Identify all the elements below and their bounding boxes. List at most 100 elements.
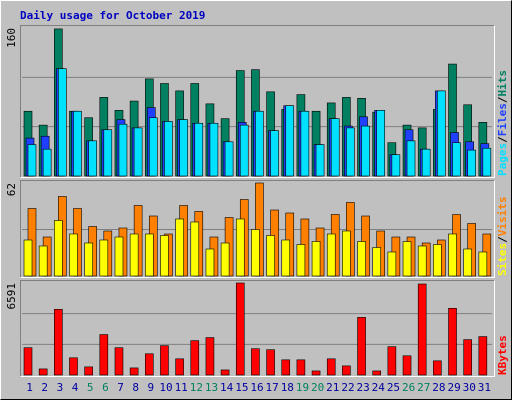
bar-group (387, 251, 397, 277)
legend-entry: Visits (496, 197, 509, 237)
x-tick-label: 16 (250, 381, 263, 394)
bar-group (482, 147, 492, 177)
bar-group (38, 245, 48, 277)
bar (296, 244, 306, 277)
bar-group (326, 358, 336, 376)
bar-group (266, 349, 275, 376)
legend-separator: / (496, 136, 509, 143)
bar-group (129, 233, 139, 277)
bar (175, 218, 184, 277)
bar (220, 369, 230, 376)
bar (42, 148, 52, 177)
bar-group (402, 241, 412, 277)
bar (255, 110, 264, 177)
bar (342, 230, 351, 277)
bar-group (255, 110, 264, 177)
bar-group (467, 149, 476, 177)
bar (463, 339, 472, 376)
bar-group (84, 366, 93, 376)
bar (402, 241, 412, 277)
bar-group (448, 233, 457, 277)
x-tick-label: 12 (190, 381, 203, 394)
bar (326, 358, 336, 376)
bar-group (300, 110, 310, 177)
x-tick-label: 1 (26, 381, 33, 394)
bar (391, 154, 401, 177)
bar-group (376, 110, 386, 177)
legend: Sites/Visits (496, 197, 509, 277)
bar-group (239, 124, 249, 177)
bar (190, 221, 200, 277)
bar (23, 347, 33, 376)
bar (23, 239, 33, 277)
bar-group (118, 123, 128, 177)
bar-group (224, 141, 234, 177)
bar (376, 110, 386, 177)
bar (118, 123, 128, 177)
bar-group (190, 221, 200, 277)
x-tick-label: 6 (102, 381, 109, 394)
x-tick-label: 7 (117, 381, 124, 394)
bar-group (342, 365, 351, 376)
bar (266, 235, 275, 277)
bar (58, 68, 67, 177)
bar-group (433, 244, 442, 277)
bar-group (296, 359, 306, 376)
bar-group (103, 129, 113, 177)
x-tick-label: 26 (402, 381, 415, 394)
bar (361, 125, 370, 177)
bar-group (235, 218, 245, 277)
bar-group (326, 233, 336, 277)
bar (406, 140, 416, 177)
bar-group (402, 355, 412, 376)
bar-group (251, 229, 260, 277)
x-tick-label: 22 (341, 381, 354, 394)
bar-group (175, 218, 184, 277)
bar-group (311, 241, 321, 277)
x-tick-label: 29 (447, 381, 460, 394)
bar-group (452, 142, 461, 177)
bar (235, 282, 245, 376)
bar (315, 144, 325, 177)
bar-group (175, 358, 184, 376)
bar-group (372, 370, 382, 376)
bar (84, 366, 93, 376)
x-tick-label: 5 (87, 381, 94, 394)
bar-group (448, 307, 457, 376)
bar (133, 127, 143, 177)
bar-group (164, 121, 173, 177)
x-tick-label: 25 (387, 381, 400, 394)
x-tick-label: 27 (417, 381, 430, 394)
x-tick-label: 8 (132, 381, 139, 394)
bar (452, 142, 461, 177)
bar (281, 239, 291, 277)
bar-group (296, 244, 306, 277)
y-tick-label: 6591 (5, 283, 18, 310)
bar (103, 129, 113, 177)
bar-group (194, 122, 204, 177)
legend-entry: Hits (496, 70, 509, 97)
bar-group (463, 248, 472, 277)
bar (448, 233, 457, 277)
bar (224, 141, 234, 177)
bar (144, 233, 154, 277)
bar (164, 121, 173, 177)
bar-group (346, 127, 355, 177)
x-tick-label: 31 (478, 381, 491, 394)
bar-group (27, 144, 37, 177)
bar (99, 239, 109, 277)
bar (114, 347, 124, 376)
panel-frame-light (20, 180, 495, 278)
bar-group (372, 247, 382, 277)
bar (326, 233, 336, 277)
bar-group (114, 347, 124, 376)
bar (54, 220, 63, 277)
bar-group (357, 317, 366, 376)
bar (387, 251, 397, 277)
bar (251, 348, 260, 376)
bar-group (129, 367, 139, 376)
bar (357, 317, 366, 376)
bar-group (357, 241, 366, 277)
bar-group (342, 230, 351, 277)
bar (448, 307, 457, 376)
